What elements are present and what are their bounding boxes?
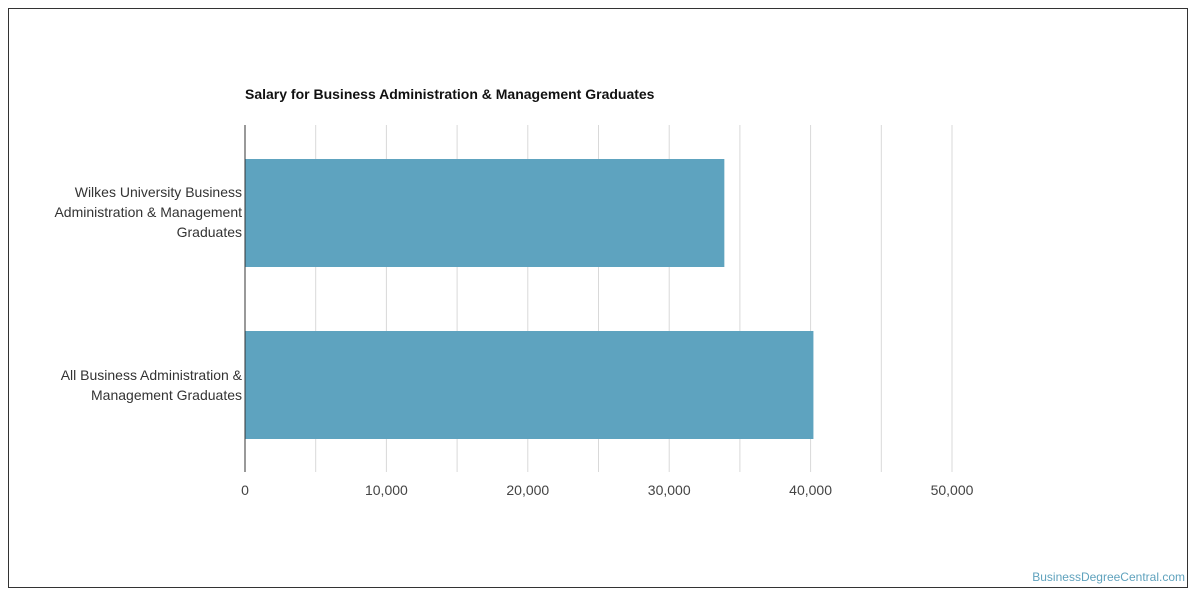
bars bbox=[245, 159, 814, 439]
x-tick-label: 20,000 bbox=[506, 482, 549, 498]
x-tick-label: 30,000 bbox=[648, 482, 691, 498]
x-tick-label: 10,000 bbox=[365, 482, 408, 498]
x-tick-label: 40,000 bbox=[789, 482, 832, 498]
category-label-1: Wilkes University Business Administration… bbox=[54, 184, 242, 240]
category-labels: Wilkes University Business Administration… bbox=[54, 184, 242, 403]
x-tick-labels: 0 10,000 20,000 30,000 40,000 50,000 bbox=[241, 482, 974, 498]
bar-1 bbox=[245, 159, 725, 267]
bar-2 bbox=[245, 331, 814, 439]
watermark: BusinessDegreeCentral.com bbox=[1032, 570, 1185, 584]
x-tick-label: 50,000 bbox=[931, 482, 974, 498]
chart-title: Salary for Business Administration & Man… bbox=[245, 86, 655, 102]
category-label-2: All Business Administration & Management … bbox=[61, 367, 243, 403]
x-tick-label: 0 bbox=[241, 482, 249, 498]
